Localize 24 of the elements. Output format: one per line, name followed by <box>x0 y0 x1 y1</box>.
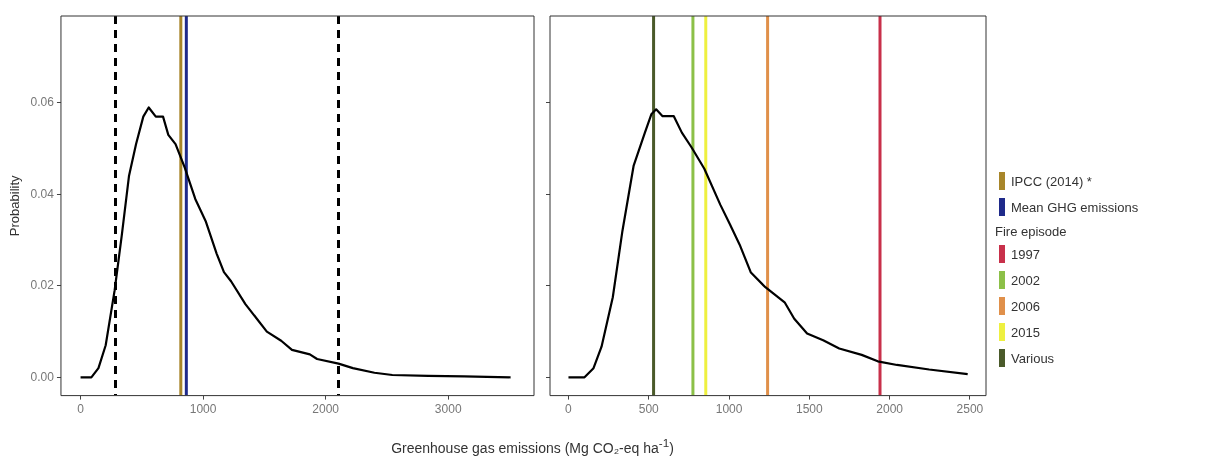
legend-label: 1997 <box>1011 246 1040 262</box>
legend-label: 2015 <box>1011 324 1040 340</box>
legend-label: 2006 <box>1011 298 1040 314</box>
legend-label: Mean GHG emissions <box>1011 199 1139 215</box>
y-tick-label: 0.00 <box>30 369 55 384</box>
x-tick-label: 500 <box>638 402 660 417</box>
legend-label: IPCC (2014) * <box>1011 173 1092 189</box>
x-tick-label: 2000 <box>876 402 904 417</box>
x-tick-label: 1000 <box>189 402 217 417</box>
legend-title: Fire episode <box>995 224 1068 239</box>
x-tick-label: 2500 <box>956 402 984 417</box>
x-tick-label: 0 <box>77 402 85 417</box>
x-tick-label: 1500 <box>796 402 824 417</box>
x-tick-label: 0 <box>565 402 573 417</box>
x-axis-title: Greenhouse gas emissions (Mg CO₂-eq ha$^{-1}$) <box>390 436 675 456</box>
y-tick-label: 0.06 <box>30 95 55 110</box>
y-axis-title: Probability <box>7 174 23 237</box>
y-tick-label: 0.04 <box>30 186 55 201</box>
legend-label: 2002 <box>1011 272 1040 288</box>
x-tick-label: 2000 <box>312 402 340 417</box>
legend-label: Various <box>1011 350 1055 366</box>
y-tick-label: 0.02 <box>30 278 55 293</box>
x-tick-label: 1000 <box>715 402 743 417</box>
x-tick-label: 3000 <box>434 402 462 417</box>
